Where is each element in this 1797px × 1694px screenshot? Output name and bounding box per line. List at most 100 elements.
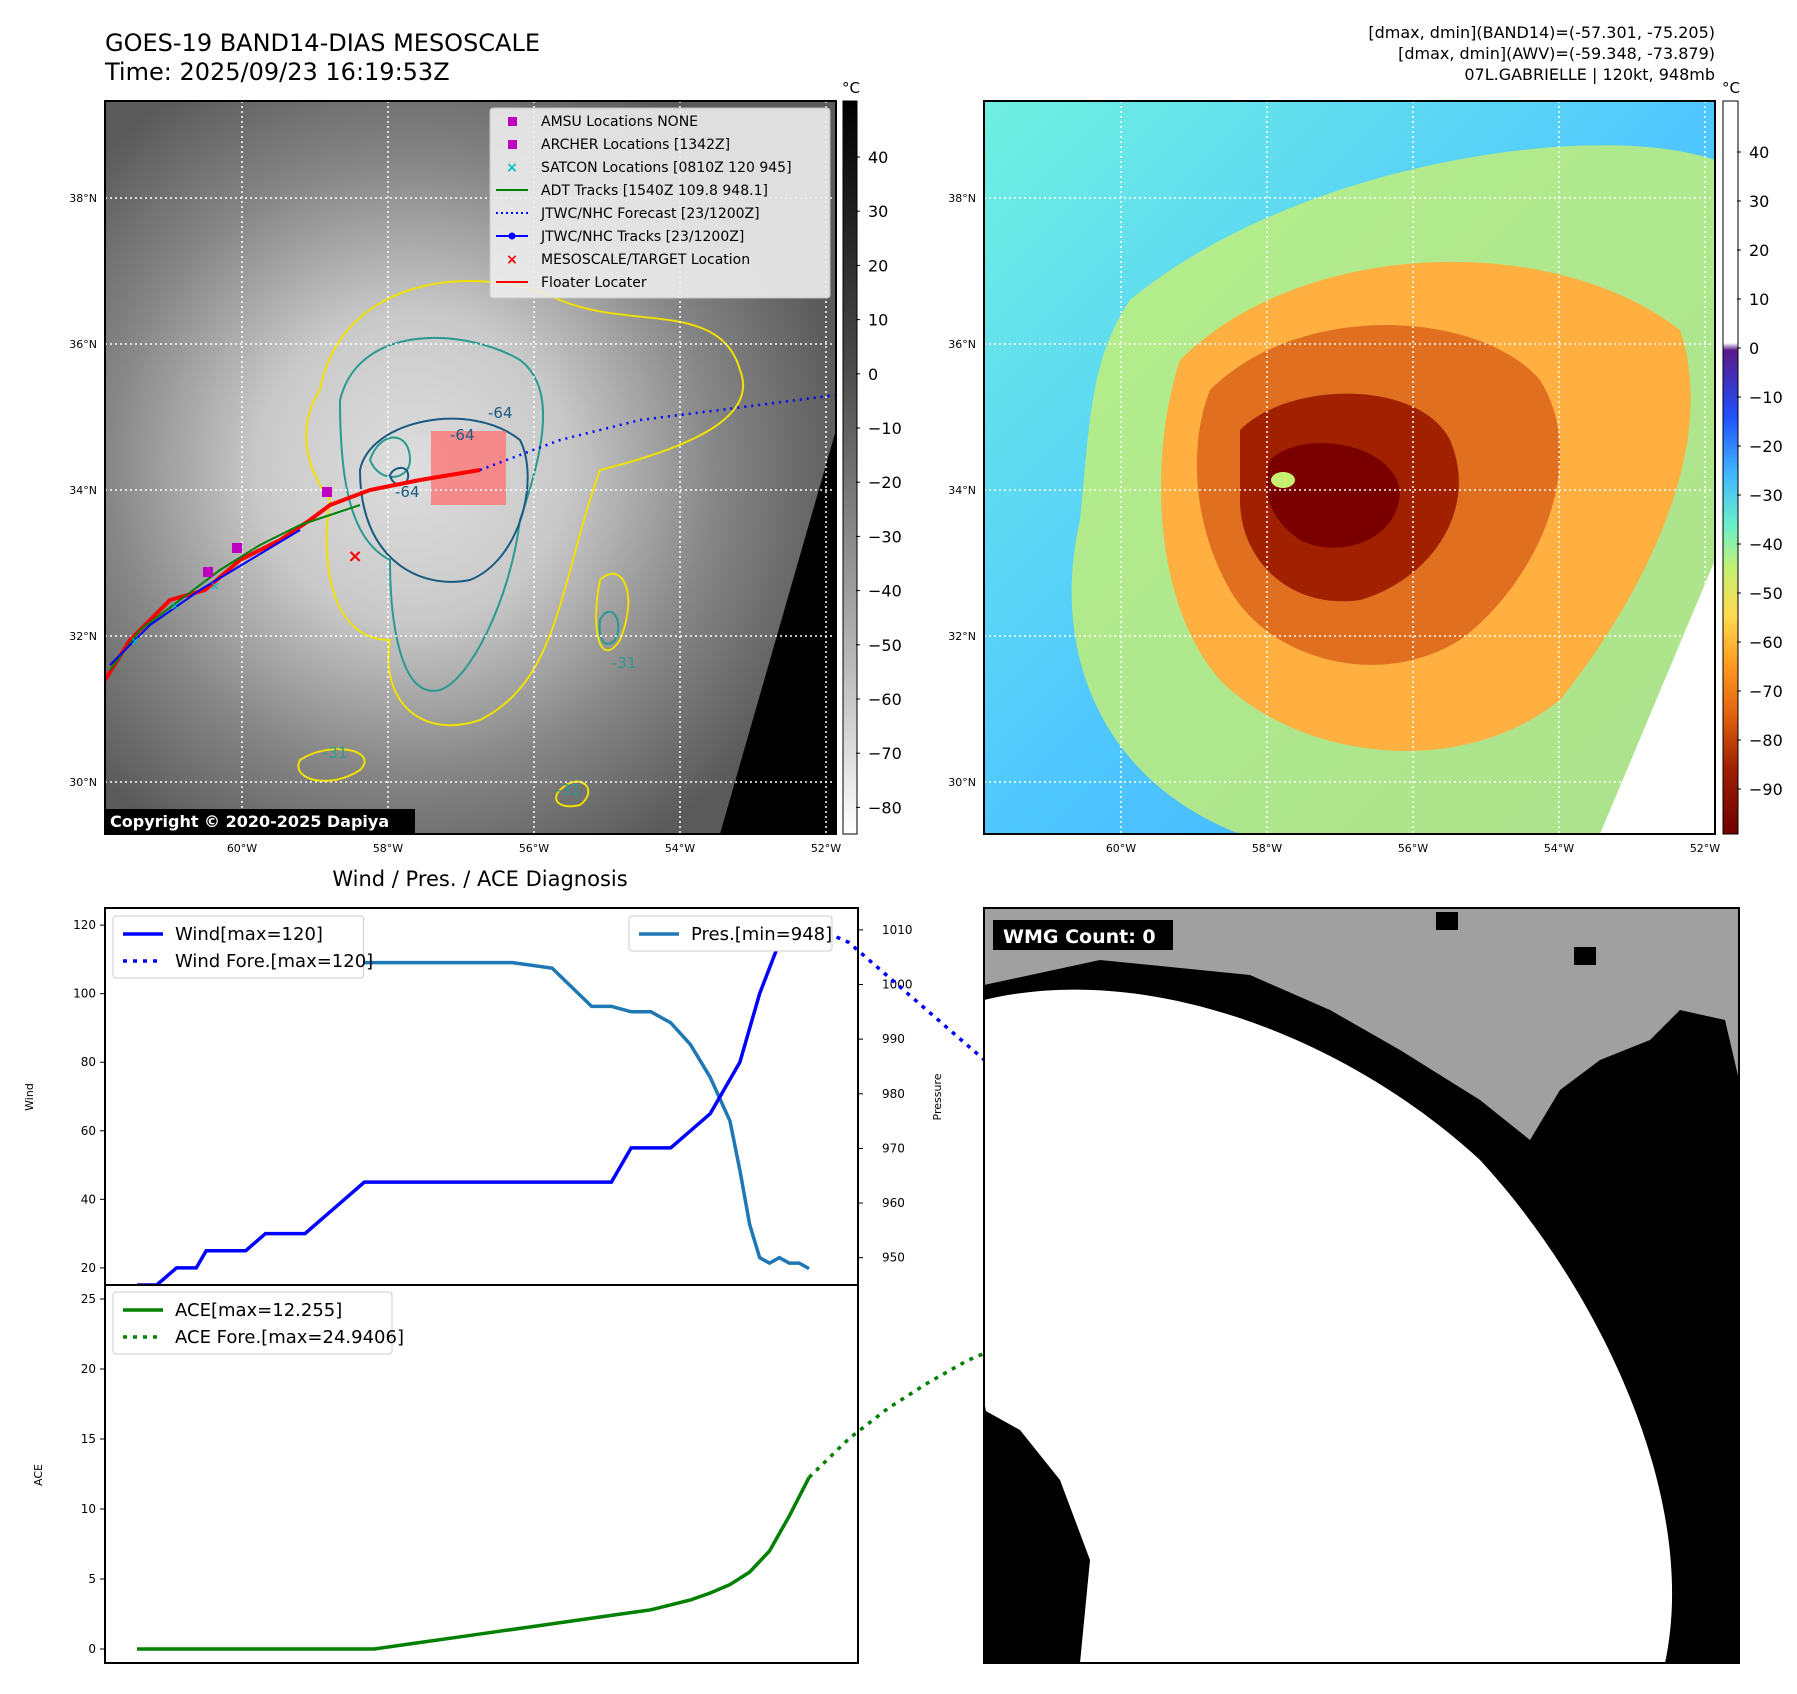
colorbar-tick-label: 10 bbox=[868, 311, 888, 330]
y-tick-label: 0 bbox=[88, 1642, 96, 1656]
svg-text:36°N: 36°N bbox=[69, 338, 97, 351]
wind-axis-label: Wind bbox=[23, 1083, 36, 1111]
svg-text:-31: -31 bbox=[556, 781, 581, 799]
ace-chart: 0 5 10 15 20 25 ACE[max=12.255] ACE Fore.[max=2… bbox=[81, 1291, 1284, 1656]
y-tick-label: 60 bbox=[81, 1124, 96, 1138]
y-tick-label: 25 bbox=[81, 1292, 96, 1306]
archer-marker bbox=[203, 567, 213, 577]
y-tick-label: 120 bbox=[73, 918, 96, 932]
ir-contour-labels: -64 -64 -64 -31 -31 -31 bbox=[323, 404, 637, 799]
chart-legend-box bbox=[112, 1291, 393, 1355]
floater-box bbox=[431, 431, 506, 505]
wmg-white-region bbox=[984, 989, 1673, 1663]
awv-map-frame bbox=[983, 100, 1716, 835]
colorbar-tick-label: −80 bbox=[868, 798, 902, 817]
legend-label: AMSU Locations NONE bbox=[541, 114, 698, 130]
y2-tick-label: 950 bbox=[882, 1251, 905, 1265]
ir-map-frame bbox=[104, 100, 837, 835]
svg-text:30°N: 30°N bbox=[69, 776, 97, 789]
chart-legend-label: Wind[max=120] bbox=[175, 924, 323, 945]
y-tick-label: 100 bbox=[73, 987, 96, 1001]
svg-text:-64: -64 bbox=[395, 483, 420, 501]
awv-core bbox=[1266, 443, 1400, 548]
observed-series-line bbox=[137, 1476, 811, 1651]
colorbar-tick-label: 0 bbox=[868, 365, 878, 384]
colorbar-tick-label: −70 bbox=[1749, 682, 1783, 701]
chart-legend-label: ACE Fore.[max=24.9406] bbox=[175, 1327, 404, 1348]
chart-legend-box bbox=[628, 915, 833, 952]
colorbar-tick-label: 20 bbox=[1749, 241, 1769, 260]
colorbar-tick-label: −30 bbox=[1749, 486, 1783, 505]
svg-text:32°N: 32°N bbox=[948, 630, 976, 643]
colorbar-tick-label: −20 bbox=[1749, 437, 1783, 456]
colorbar-tick-label: 0 bbox=[1749, 339, 1759, 358]
awv-lat-labels: 38°N 36°N 34°N 32°N 30°N bbox=[948, 192, 976, 789]
svg-text:32°N: 32°N bbox=[69, 630, 97, 643]
awv-map-grid bbox=[984, 101, 1715, 834]
band14-range: [dmax, dmin](BAND14)=(-57.301, -75.205) bbox=[1368, 23, 1715, 42]
awv-colorbar-unit: °C bbox=[1722, 79, 1740, 97]
colorbar-tick-label: −40 bbox=[868, 582, 902, 601]
svg-text:58°W: 58°W bbox=[1252, 842, 1282, 855]
legend-marker-dot bbox=[508, 232, 516, 240]
svg-text:-64: -64 bbox=[450, 426, 475, 444]
ace-axis-label: ACE bbox=[32, 1464, 45, 1486]
svg-text:36°N: 36°N bbox=[948, 338, 976, 351]
legend-marker-square bbox=[508, 140, 517, 149]
svg-text:34°N: 34°N bbox=[948, 484, 976, 497]
y2-tick-label: 990 bbox=[882, 1032, 905, 1046]
archer-marker bbox=[322, 487, 332, 497]
svg-text:-64: -64 bbox=[488, 404, 513, 422]
ir-map-panel: × × × × -64 -64 -64 -31 -31 -31 AMSU Loc… bbox=[105, 101, 836, 834]
chart-legend-label: Wind Fore.[max=120] bbox=[175, 951, 373, 972]
svg-text:38°N: 38°N bbox=[948, 192, 976, 205]
archer-marker bbox=[232, 543, 242, 553]
wmg-black-sw bbox=[984, 1410, 1090, 1663]
legend-label: JTWC/NHC Forecast [23/1200Z] bbox=[540, 206, 760, 222]
svg-text:30°N: 30°N bbox=[948, 776, 976, 789]
svg-text:34°N: 34°N bbox=[69, 484, 97, 497]
y2-tick-label: 960 bbox=[882, 1196, 905, 1210]
svg-text:-31: -31 bbox=[612, 654, 637, 672]
legend-box bbox=[489, 107, 831, 299]
y2-tick-label: 1000 bbox=[882, 977, 913, 991]
svg-text:56°W: 56°W bbox=[519, 842, 549, 855]
legend-label: SATCON Locations [0810Z 120 945] bbox=[541, 160, 792, 176]
colorbar-tick-label: 10 bbox=[1749, 290, 1769, 309]
y-tick-label: 15 bbox=[81, 1432, 96, 1446]
target-location-marker: × bbox=[347, 546, 362, 567]
legend-label: ADT Tracks [1540Z 109.8 948.1] bbox=[541, 183, 768, 199]
awv-map-panel bbox=[984, 101, 1715, 834]
jtwc-forecast-track bbox=[479, 393, 836, 472]
y-tick-label: 20 bbox=[81, 1362, 96, 1376]
pressure-axis-label: Pressure bbox=[931, 1073, 944, 1120]
wmg-black-cell bbox=[1574, 947, 1596, 965]
colorbar-tick-label: −50 bbox=[1749, 584, 1783, 603]
legend-marker-square bbox=[508, 117, 517, 126]
adt-track bbox=[109, 504, 361, 671]
colorbar-tick-label: −10 bbox=[1749, 388, 1783, 407]
ir-colorbar-unit: °C bbox=[842, 79, 860, 97]
colorbar-tick-label: −70 bbox=[868, 744, 902, 763]
ir-lon-labels: 60°W 58°W 56°W 54°W 52°W bbox=[227, 842, 841, 855]
observed-series-line bbox=[137, 923, 810, 1287]
y-tick-label: 5 bbox=[88, 1572, 96, 1586]
svg-text:38°N: 38°N bbox=[69, 192, 97, 205]
colorbar-tick-label: −50 bbox=[868, 636, 902, 655]
satcon-markers: × × × bbox=[130, 579, 220, 648]
wmg-label-box bbox=[993, 920, 1173, 950]
ir-colorbar-ticks: 40 30 20 10 0 −10 −20 −30 −40 −50 −60 −70 −80 bbox=[856, 148, 902, 817]
svg-text:×: × bbox=[130, 634, 140, 648]
y2-tick-label: 970 bbox=[882, 1141, 905, 1155]
legend-label: MESOSCALE/TARGET Location bbox=[541, 252, 750, 268]
legend-marker-x: × bbox=[506, 160, 518, 176]
wmg-panel: WMG Count: 0 bbox=[983, 907, 1740, 1664]
ir-lat-labels: 38°N 36°N 34°N 32°N 30°N bbox=[69, 192, 97, 789]
legend-label: ARCHER Locations [1342Z] bbox=[541, 137, 730, 153]
awv-eye bbox=[1271, 472, 1295, 488]
colorbar-tick-label: −20 bbox=[868, 473, 902, 492]
svg-text:52°W: 52°W bbox=[1690, 842, 1720, 855]
y-tick-label: 20 bbox=[81, 1261, 96, 1275]
